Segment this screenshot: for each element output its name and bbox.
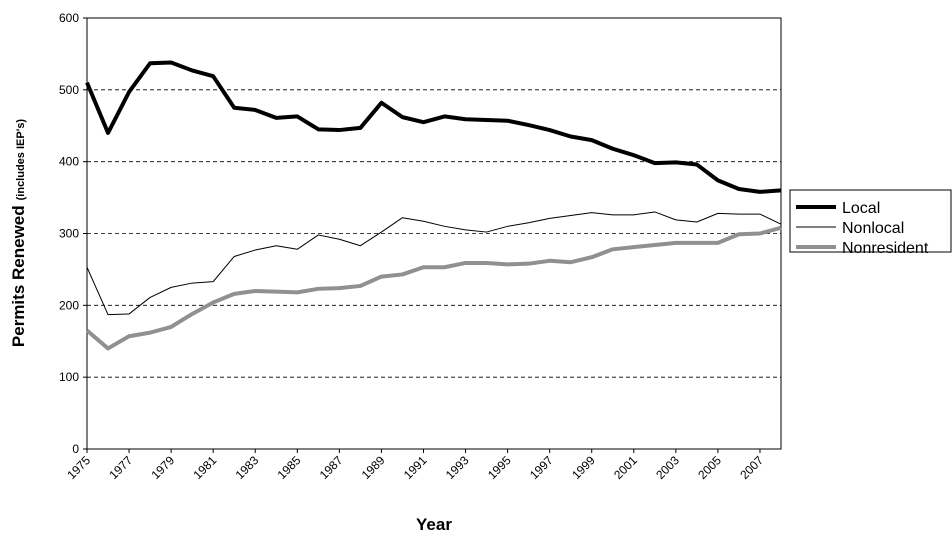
legend-label: Local (842, 200, 880, 217)
x-tick-label: 1977 (106, 453, 135, 482)
series-line (85, 225, 782, 351)
plot-frame (86, 17, 782, 450)
x-tick-label: 1989 (359, 453, 388, 482)
y-tick-label: 100 (59, 370, 79, 384)
x-tick-label: 1985 (275, 453, 304, 482)
x-tick-label: 2005 (695, 453, 724, 482)
y-label-note: (includes IEP's) (15, 119, 27, 201)
y-label-main: Permits Renewed (9, 205, 28, 347)
legend: Local Nonlocal Nonresident (789, 189, 952, 257)
x-tick-label: 1975 (64, 453, 93, 482)
x-tick-label: 1997 (527, 453, 556, 482)
x-tick-label: 2003 (653, 453, 682, 482)
x-tick-label: 2001 (611, 453, 640, 482)
y-axis-label: Permits Renewed (includes IEP's) (9, 119, 28, 348)
y-tick-label: 400 (59, 155, 79, 169)
y-tick-label: 0 (72, 442, 79, 456)
x-tick-label: 1999 (569, 453, 598, 482)
y-tick-label: 300 (59, 227, 79, 241)
y-tick-label: 500 (59, 83, 79, 97)
y-tick-label: 200 (59, 298, 79, 312)
legend-box (789, 189, 952, 253)
x-tick-label: 1983 (233, 453, 262, 482)
y-tick-label: 600 (59, 11, 79, 25)
x-tick-label: 1995 (485, 453, 514, 482)
x-tick-label: 2007 (737, 453, 766, 482)
legend-label: Nonresident (842, 240, 929, 257)
series-line (86, 211, 782, 316)
x-axis-label: Year (416, 515, 452, 534)
x-tick-label: 1993 (443, 453, 472, 482)
series-line (85, 60, 782, 194)
x-tick-label: 1981 (191, 453, 220, 482)
legend-label: Nonlocal (842, 220, 904, 237)
x-tick-label: 1991 (401, 453, 430, 482)
x-tick-label: 1987 (317, 453, 346, 482)
x-tick-label: 1979 (148, 453, 177, 482)
